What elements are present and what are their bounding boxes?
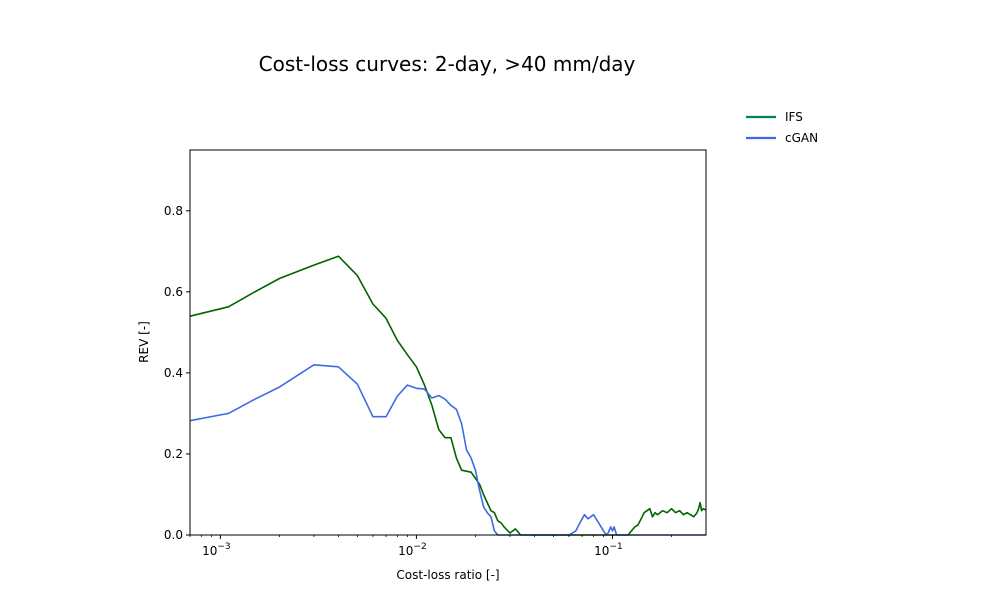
y-tick-label: 0.8	[164, 204, 183, 218]
plot-lines	[189, 255, 707, 536]
y-axis-label: REV [-]	[137, 321, 151, 363]
plot-frame	[189, 149, 707, 536]
y-tick-label: 0.4	[164, 366, 183, 380]
x-tick-label: 10−1	[594, 542, 623, 558]
x-axis-label: Cost-loss ratio [-]	[396, 568, 499, 582]
axis-ticks: 0.0 0.2 0.4 0.6 0.8 10−3 10−2 10−1	[164, 204, 672, 558]
series-line-ifs	[189, 255, 707, 536]
y-tick-label: 0.2	[164, 447, 183, 461]
x-tick-label: 10−3	[202, 542, 231, 558]
chart-title: Cost-loss curves: 2-day, >40 mm/day	[259, 52, 636, 76]
legend-label-ifs: IFS	[785, 110, 803, 124]
legend: IFS cGAN	[746, 110, 818, 145]
legend-label-cgan: cGAN	[785, 131, 818, 145]
y-tick-label: 0.6	[164, 285, 183, 299]
y-tick-label: 0.0	[164, 528, 183, 542]
x-tick-label: 10−2	[398, 542, 427, 558]
series-line-cgan	[189, 363, 706, 536]
